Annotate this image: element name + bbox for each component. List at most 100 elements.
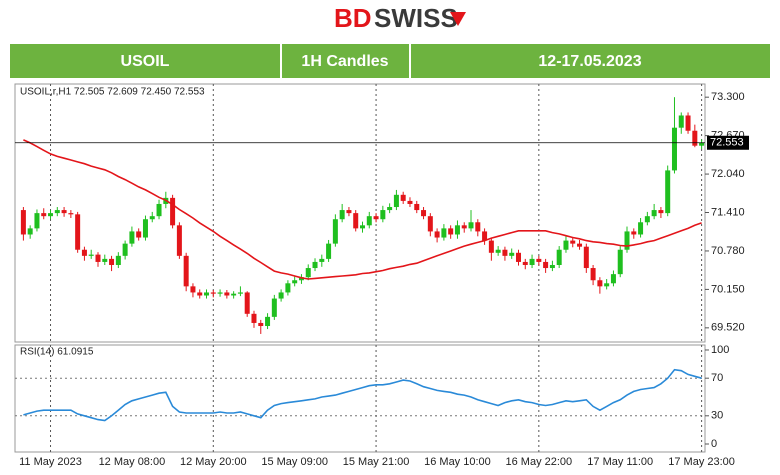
y-tick-label: 71.410 bbox=[711, 206, 745, 218]
candle-body bbox=[665, 170, 671, 214]
candle-body bbox=[258, 322, 264, 327]
price-panel bbox=[14, 83, 706, 343]
candle-body bbox=[115, 255, 121, 265]
y-tick-label: 30 bbox=[711, 410, 723, 422]
candle-body bbox=[27, 228, 33, 235]
candle-body bbox=[658, 210, 664, 214]
candle-body bbox=[210, 292, 216, 294]
candle-body bbox=[638, 222, 644, 235]
candle-body bbox=[170, 197, 176, 226]
candle-body bbox=[380, 210, 386, 220]
candle-body bbox=[278, 292, 284, 299]
candle-body bbox=[20, 210, 26, 235]
candle-body bbox=[631, 231, 637, 235]
x-tick-label: 12 May 20:00 bbox=[180, 456, 247, 468]
candle-body bbox=[387, 207, 393, 211]
candle-body bbox=[68, 213, 74, 215]
candle-body bbox=[475, 222, 481, 232]
header-dates: 12-17.05.2023 bbox=[538, 53, 641, 70]
candle-body bbox=[570, 240, 576, 244]
candle-body bbox=[495, 249, 501, 253]
candle-body bbox=[360, 225, 365, 229]
candle-body bbox=[346, 210, 352, 214]
candle-body bbox=[515, 252, 521, 262]
last-price-box bbox=[707, 135, 749, 150]
candle-body bbox=[217, 292, 223, 294]
candle-body bbox=[332, 219, 338, 244]
candle-body bbox=[468, 222, 474, 229]
candle-body bbox=[88, 254, 94, 256]
x-tick-label: 17 May 11:00 bbox=[587, 456, 653, 468]
moving-average bbox=[23, 139, 702, 280]
y-tick-label: 70.150 bbox=[711, 283, 745, 295]
candle-body bbox=[543, 261, 549, 269]
candle-body bbox=[54, 210, 60, 214]
x-tick-label: 15 May 21:00 bbox=[343, 456, 410, 468]
candle-body bbox=[312, 261, 318, 269]
candle-body bbox=[122, 243, 128, 256]
candle-body bbox=[644, 216, 650, 223]
candle-body bbox=[488, 240, 494, 253]
candle-body bbox=[251, 313, 257, 323]
candle-body bbox=[224, 292, 230, 296]
candle-body bbox=[522, 261, 528, 265]
rsi-panel bbox=[14, 344, 706, 453]
candle-body bbox=[265, 316, 271, 327]
candle-body bbox=[692, 130, 698, 146]
candle-body bbox=[142, 219, 148, 238]
candle-body bbox=[271, 298, 277, 317]
candle-body bbox=[502, 249, 508, 256]
candle-body bbox=[427, 216, 433, 232]
candle-body bbox=[577, 243, 583, 247]
candle-body bbox=[393, 194, 399, 208]
candle-body bbox=[34, 213, 40, 229]
candle-body bbox=[149, 216, 155, 220]
y-tick-label: 69.520 bbox=[711, 322, 745, 334]
candle-body bbox=[610, 274, 616, 284]
candle-body bbox=[190, 286, 196, 293]
x-tick-label: 15 May 09:00 bbox=[261, 456, 328, 468]
candle-body bbox=[624, 231, 630, 250]
x-tick-label: 11 May 2023 bbox=[19, 456, 82, 468]
candle-body bbox=[339, 210, 345, 220]
candle-body bbox=[204, 292, 210, 296]
candle-body bbox=[176, 225, 182, 256]
x-tick-label: 17 May 23:00 bbox=[668, 456, 735, 468]
rsi-line bbox=[23, 368, 702, 422]
candle-body bbox=[156, 203, 162, 217]
y-tick-label: 70.780 bbox=[711, 245, 745, 257]
candle-body bbox=[95, 254, 101, 262]
candle-body bbox=[583, 246, 589, 269]
candle-body bbox=[536, 258, 542, 262]
candle-body bbox=[109, 258, 115, 265]
candle-body bbox=[597, 280, 603, 287]
candle-body bbox=[48, 213, 54, 217]
candle-body bbox=[617, 249, 623, 275]
candle-body bbox=[129, 231, 135, 244]
y-tick-label: 0 bbox=[711, 438, 717, 450]
candle-body bbox=[441, 228, 447, 238]
candle-body bbox=[373, 216, 379, 220]
candle-body bbox=[678, 115, 684, 128]
candle-body bbox=[699, 142, 705, 146]
x-tick-label: 12 May 08:00 bbox=[99, 456, 166, 468]
candle-body bbox=[529, 258, 535, 265]
candle-body bbox=[448, 228, 454, 235]
y-tick-label: 73.300 bbox=[711, 91, 745, 103]
candle-body bbox=[136, 231, 142, 238]
last-price-label: 72.553 bbox=[710, 137, 744, 149]
logo-swiss: SWISS bbox=[374, 3, 458, 33]
candle-body bbox=[421, 210, 427, 217]
candle-body bbox=[434, 231, 440, 238]
candle-body bbox=[305, 268, 311, 278]
candle-body bbox=[298, 277, 304, 281]
candle-body bbox=[556, 249, 562, 265]
candle-body bbox=[319, 258, 325, 262]
rsi-label: RSI(14) 61.0915 bbox=[20, 347, 94, 358]
candle-body bbox=[197, 292, 203, 296]
candle-body bbox=[231, 293, 237, 296]
header-bar bbox=[10, 44, 770, 78]
candle-body bbox=[685, 115, 691, 131]
candle-body bbox=[604, 283, 610, 287]
